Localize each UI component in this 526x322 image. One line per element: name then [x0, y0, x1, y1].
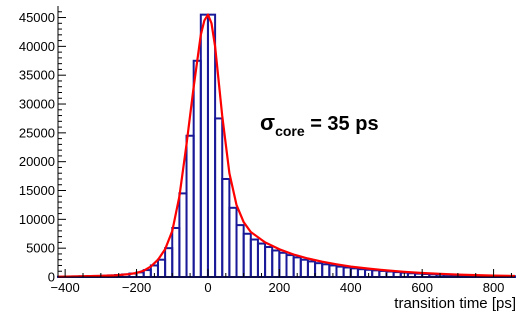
y-tick-label: 5000	[26, 241, 55, 256]
histogram-bar	[242, 232, 252, 279]
y-tick-label: 40000	[19, 39, 55, 54]
x-tick-label: 400	[340, 280, 362, 295]
y-tick-label: 20000	[19, 154, 55, 169]
histogram-bar	[256, 242, 267, 279]
y-tick-label: 25000	[19, 125, 55, 140]
histogram-bar	[378, 269, 388, 278]
histogram-bar	[185, 134, 195, 278]
y-tick-label: 0	[48, 270, 55, 285]
histogram-bar	[156, 258, 167, 278]
x-tick-label: −200	[122, 280, 151, 295]
histogram-bar	[164, 247, 174, 278]
histogram-bar	[192, 59, 202, 278]
histogram-bar	[264, 246, 274, 279]
y-tick-label: 30000	[19, 97, 55, 112]
histogram-bar	[335, 265, 345, 278]
y-tick-label: 45000	[19, 10, 55, 25]
sigma-value: = 35 ps	[305, 113, 379, 135]
histogram-series	[57, 13, 516, 279]
histogram-bar	[385, 270, 395, 278]
histogram-bar	[342, 266, 352, 279]
sigma-subscript: core	[275, 123, 305, 139]
histogram-bar	[299, 258, 309, 278]
histogram-bar	[178, 192, 188, 278]
histogram-bar	[306, 260, 317, 278]
histogram-bar	[171, 226, 181, 279]
x-axis-label: transition time [ps]	[394, 295, 516, 312]
y-tick-label: 10000	[19, 212, 55, 227]
histogram-bar	[228, 206, 238, 279]
histogram-bar	[371, 269, 381, 278]
sigma-symbol: σ	[260, 110, 275, 135]
x-tick-label: 600	[411, 280, 433, 295]
histogram-bar	[249, 238, 259, 278]
x-axis-ticks: −400 −200 0 200 400 600 800	[50, 269, 512, 295]
histogram-bar	[285, 254, 295, 278]
x-tick-label: 800	[483, 280, 505, 295]
histogram-bar	[271, 249, 281, 278]
axes	[57, 6, 515, 278]
histogram-bar	[356, 268, 367, 278]
histogram-bar	[392, 271, 402, 279]
histogram-bar	[199, 13, 209, 279]
histogram-bar	[321, 263, 331, 278]
sigma-core-annotation: σcore = 35 ps	[260, 110, 379, 139]
x-tick-label: −400	[50, 280, 79, 295]
histogram-bar	[414, 272, 424, 278]
fit-curve	[57, 13, 516, 278]
histogram-bar	[206, 13, 217, 279]
histogram-bar	[314, 262, 324, 279]
histogram-bar	[278, 251, 288, 278]
y-axis-ticks: 0 5000 10000 15000 20000 25000 30000 35000 40000…	[19, 10, 66, 285]
histogram-bar	[214, 117, 224, 278]
fit-curve-series	[57, 13, 516, 278]
y-tick-label: 15000	[19, 183, 55, 198]
x-tick-label: 0	[204, 280, 211, 295]
histogram-bar	[235, 224, 245, 278]
histogram-bar	[406, 272, 417, 279]
x-tick-label: 200	[269, 280, 291, 295]
histogram-bar	[221, 177, 231, 279]
histogram-bar	[349, 267, 359, 279]
y-tick-label: 35000	[19, 68, 55, 83]
